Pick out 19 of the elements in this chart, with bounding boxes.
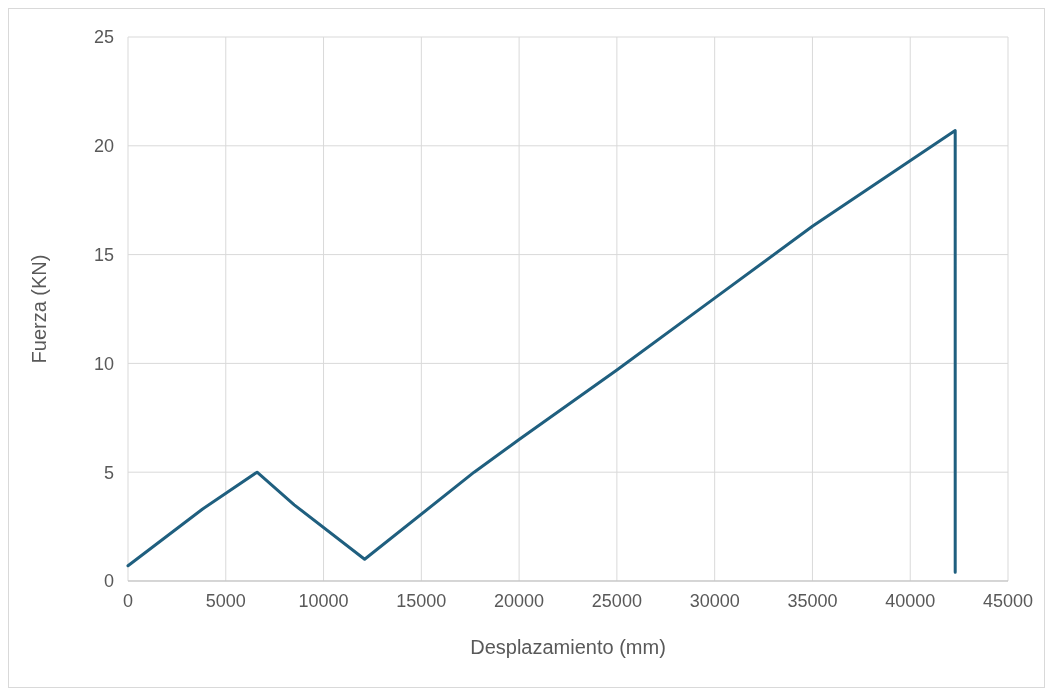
x-tick-label: 45000 bbox=[982, 591, 1034, 611]
x-tick-label: 5000 bbox=[205, 591, 246, 611]
x-tick-label: 0 bbox=[122, 591, 134, 611]
y-tick-label: 25 bbox=[93, 27, 114, 48]
y-axis-title: Fuerza (KN) bbox=[28, 254, 50, 364]
x-tick-label: 10000 bbox=[298, 591, 349, 611]
y-tick-label: 0 bbox=[103, 571, 114, 592]
x-tick-label: 30000 bbox=[689, 591, 740, 611]
x-tick-label: 25000 bbox=[591, 591, 642, 611]
y-tick-label: 15 bbox=[93, 244, 114, 265]
y-tick-label: 20 bbox=[93, 136, 114, 157]
x-tick-label: 15000 bbox=[396, 591, 447, 611]
y-tick-label: 10 bbox=[93, 353, 114, 374]
x-tick-label: 20000 bbox=[494, 591, 545, 611]
x-tick-label: 35000 bbox=[787, 591, 838, 611]
x-tick-label: 40000 bbox=[885, 591, 936, 611]
line-series bbox=[126, 129, 957, 574]
x-axis-title: Desplazamiento (mm) bbox=[470, 636, 666, 658]
y-tick-label: 5 bbox=[103, 462, 114, 483]
